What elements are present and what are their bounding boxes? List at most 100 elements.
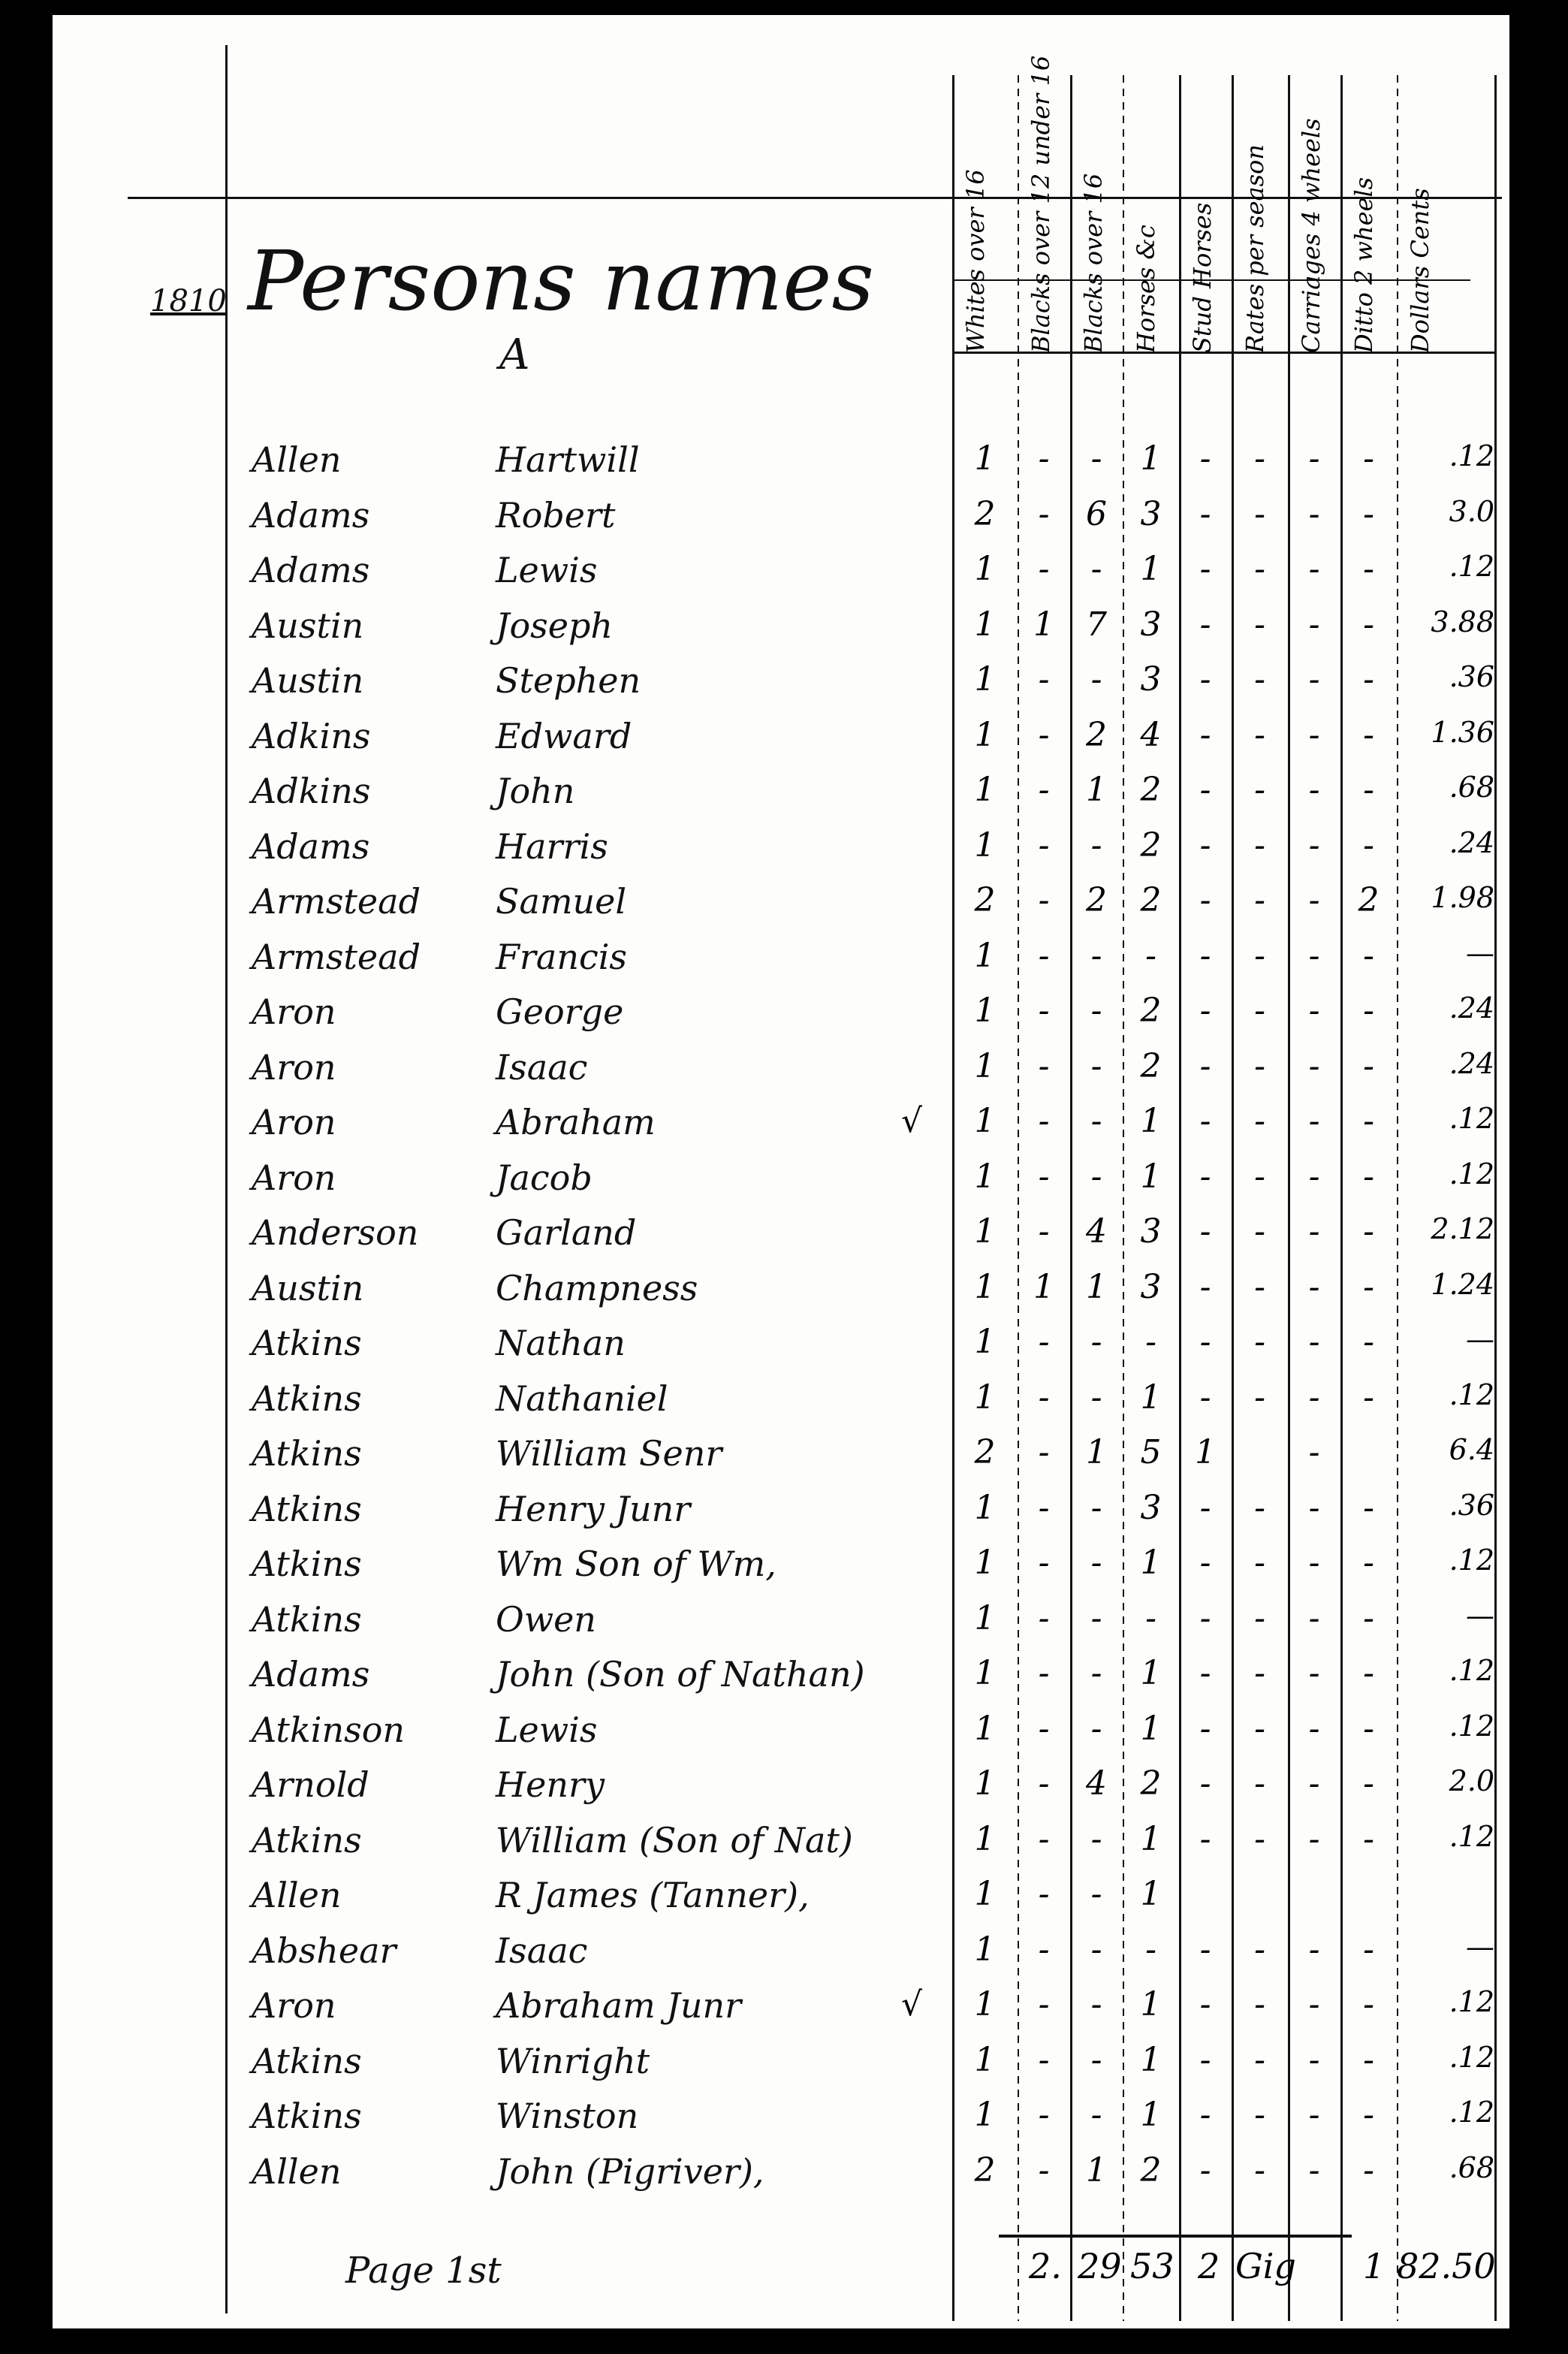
count-cell: - [1254,991,1265,1030]
count-cell: - [1038,2040,1050,2079]
count-cell: 4 [1086,1764,1107,1803]
tax-amount: .12 [1449,1654,1494,1687]
table-row: Aron Abraham Junr √ 1- -1- - - - .12 [0,1985,1568,2038]
count-cell: - [1199,991,1211,1030]
count-cell: - [1363,1267,1374,1306]
table-row: Atkins Winright 1- -1- - - - .12 [0,2041,1568,2093]
count-cell: - [1308,1433,1320,1471]
total-rates: Gig [1235,2246,1296,2286]
count-cell: - [1363,1046,1374,1085]
column-rule [1070,75,1072,2321]
count-cell: - [1308,605,1320,644]
surname: Anderson [252,1212,419,1253]
tax-amount: 2.12 [1431,1212,1494,1245]
count-cell: - [1038,1654,1050,1692]
tax-amount: .68 [1449,771,1494,804]
count-cell: - [1199,1488,1211,1527]
count-cell: - [1363,1598,1374,1637]
surname: Atkins [252,2040,362,2081]
count-cell: - [1254,1598,1265,1637]
surname: Aron [252,991,336,1032]
column-header-label: Ditto 2 wheels [1349,177,1378,353]
count-cell: - [1254,825,1265,865]
count-cell: - [1363,1378,1374,1417]
surname: Allen [252,1875,342,1915]
count-cell: - [1090,1985,1102,2024]
count-cell: - [1254,1267,1265,1306]
count-cell: - [1038,2096,1050,2134]
count-cell: - [1038,1378,1050,1417]
count-cell: - [1308,991,1320,1030]
given-name: John [496,771,575,811]
surname: Atkins [252,2096,362,2136]
count-cell: - [1308,1819,1320,1858]
count-cell: 5 [1140,1433,1162,1471]
count-cell: - [1199,1212,1211,1251]
given-name: Isaac [496,1046,588,1088]
count-cell: - [1254,439,1265,478]
column-header-label: Rates per season [1241,144,1269,353]
count-cell: - [1308,1654,1320,1692]
count-cell: - [1090,1323,1102,1361]
count-cell: 2 [1140,881,1162,919]
column-rule [1179,75,1181,2321]
given-name: Winston [496,2096,639,2136]
tax-amount: .24 [1449,991,1494,1025]
count-cell: - [1363,1544,1374,1582]
given-name: Nathaniel [496,1378,668,1419]
given-name: Robert [496,494,616,536]
surname: Allen [252,2150,342,2192]
tax-amount: .12 [1449,2096,1494,2129]
count-cell: - [1090,1819,1102,1858]
count-cell: - [1254,715,1265,754]
count-cell: - [1199,936,1211,975]
given-name: R James (Tanner), [496,1875,810,1915]
count-cell: 1 [1033,605,1054,644]
count-cell: - [1199,881,1211,919]
count-cell: - [1308,1488,1320,1527]
count-cell: - [1090,1654,1102,1692]
count-cell: - [1254,1102,1265,1140]
count-cell: - [1254,1378,1265,1417]
count-cell: - [1145,1930,1156,1969]
count-cell: - [1090,550,1102,588]
count-cell: - [1308,494,1320,533]
given-name: Garland [496,1212,637,1253]
table-row: Atkins Nathaniel 1- -1- - - - .12 [0,1378,1568,1431]
surname: Atkinson [252,1709,406,1750]
count-cell: - [1308,936,1320,975]
count-cell: - [1308,1157,1320,1196]
tax-amount: .12 [1449,1378,1494,1411]
page-number: Page 1st [345,2250,502,2292]
count-cell: - [1308,2150,1320,2190]
count-cell: 1 [974,660,996,699]
count-cell: - [1199,1046,1211,1085]
count-cell: 1 [1140,1819,1162,1858]
table-row: Adkins John 1-1 2- - - - .68 [0,771,1568,823]
table-row: Austin Stephen 1- -3- - - - .36 [0,660,1568,713]
table-row: Allen Hartwill 1- -1- - - - .12 [0,439,1568,492]
count-cell: 3 [1140,605,1162,644]
count-cell: 1 [1086,771,1107,809]
count-cell: - [1199,1709,1211,1748]
count-cell: 1 [974,605,996,644]
count-cell: - [1254,605,1265,644]
count-cell: - [1363,2150,1374,2190]
count-cell: 1 [974,1598,996,1637]
count-cell: - [1199,1157,1211,1196]
surname: Adams [252,494,370,536]
count-cell: 1 [1140,2096,1162,2134]
table-row: Adams John (Son of Nathan) 1- -1- - - - .12 [0,1654,1568,1707]
surname: Adkins [252,715,371,756]
given-name: Isaac [496,1930,588,1971]
count-cell: - [1038,550,1050,588]
tax-amount: 2.0 [1449,1764,1494,1797]
count-cell: 1 [974,1212,996,1251]
table-row: Atkins Nathan 1 - - - - - - - — [0,1323,1568,1375]
tax-amount: .12 [1449,1709,1494,1743]
section-letter: A [499,330,530,379]
count-cell: - [1199,1819,1211,1858]
surname: Atkins [252,1488,362,1529]
count-cell: - [1038,1102,1050,1140]
count-cell: - [1199,2096,1211,2134]
